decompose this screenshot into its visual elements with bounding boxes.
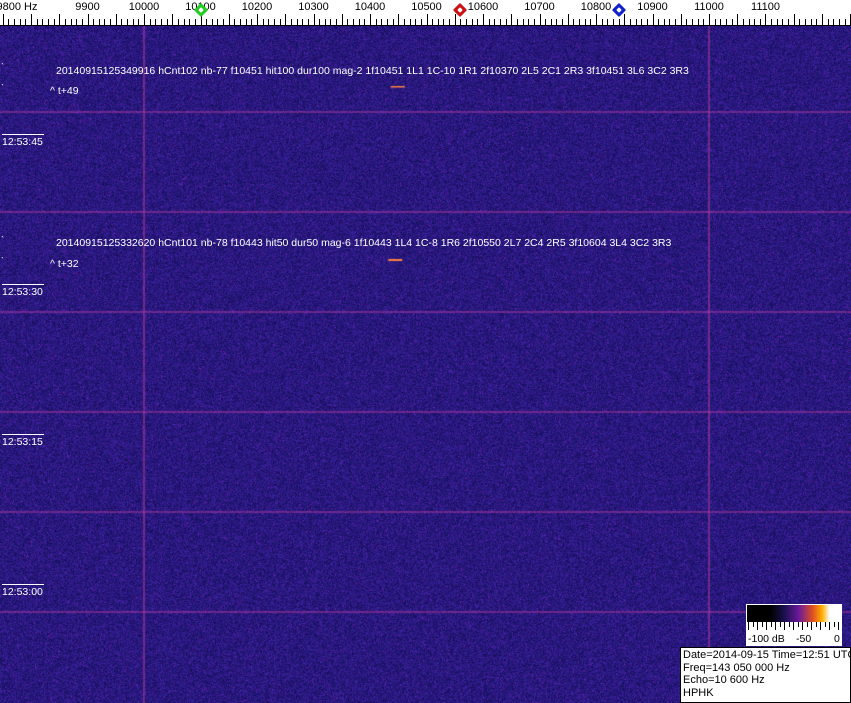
color-bar-legend: -100 dB -50 0 [746, 604, 842, 646]
frequency-label: 10900 [637, 1, 668, 13]
detection-2-offset: ^ t+32 [50, 258, 79, 270]
frequency-label: 10600 [468, 1, 499, 13]
time-label: 12:53:15 [2, 434, 44, 448]
info-box: Date=2014-09-15 Time=12:51 UTC Freq=143 … [680, 647, 851, 703]
frequency-label: 11000 [694, 1, 724, 13]
color-gradient [747, 605, 841, 622]
detection-1-text: 20140915125349916 hCnt102 nb-77 f10451 h… [56, 65, 689, 77]
color-bar-ticks [746, 622, 842, 632]
frequency-label: 9900 [75, 1, 99, 13]
frequency-label: 10300 [298, 1, 329, 13]
detection-2-offset-mark: ` [1, 256, 4, 266]
info-echo: Echo=10 600 Hz [683, 674, 848, 687]
frequency-label: 9800 Hz [0, 1, 37, 13]
frequency-label: 10400 [355, 1, 386, 13]
detection-2-mark: ` [1, 235, 4, 245]
colorbar-label-min: -100 dB [748, 633, 785, 645]
detection-1-offset: ^ t+49 [50, 85, 79, 97]
info-station: HPHK [683, 687, 848, 700]
frequency-label: 10000 [129, 1, 160, 13]
time-label: 12:53:00 [2, 584, 44, 598]
colorbar-label-max: 0 [834, 633, 840, 645]
frequency-label: 11100 [751, 1, 780, 13]
frequency-label: 10800 [581, 1, 612, 13]
waterfall-spectrogram [0, 26, 851, 703]
detection-1-mark: ` [1, 62, 4, 72]
colorbar-label-mid: -50 [796, 633, 811, 645]
frequency-label: 10500 [411, 1, 442, 13]
detection-1-offset-mark: ` [1, 83, 4, 93]
frequency-scale[interactable]: 9800 Hz990010000101001020010300104001050… [0, 0, 851, 26]
frequency-label: 10200 [242, 1, 273, 13]
detection-2-text: 20140915125332620 hCnt101 nb-78 f10443 h… [56, 237, 671, 249]
info-date-time: Date=2014-09-15 Time=12:51 UTC [683, 649, 848, 662]
frequency-label: 10700 [524, 1, 555, 13]
time-label: 12:53:30 [2, 284, 44, 298]
spectrogram-window: 9800 Hz990010000101001020010300104001050… [0, 0, 851, 703]
time-label: 12:53:45 [2, 134, 44, 148]
info-freq: Freq=143 050 000 Hz [683, 662, 848, 675]
